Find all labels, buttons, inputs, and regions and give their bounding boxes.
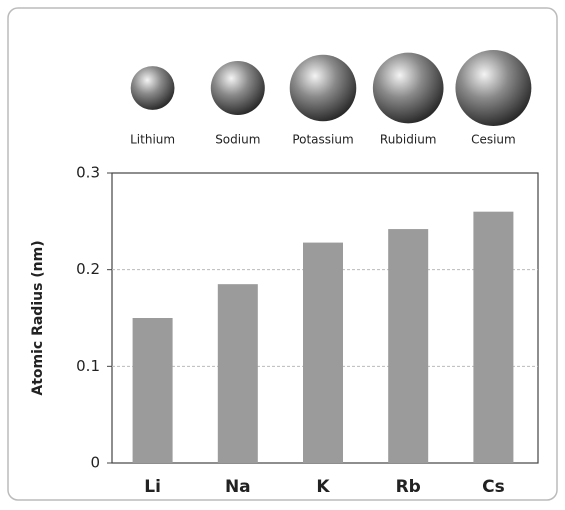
bar bbox=[473, 212, 513, 463]
x-tick-label: K bbox=[316, 477, 330, 497]
x-tick-label: Na bbox=[225, 477, 251, 497]
element-name: Rubidium bbox=[380, 133, 437, 147]
x-tick-label: Rb bbox=[396, 477, 421, 497]
element-name: Cesium bbox=[471, 133, 516, 147]
atom-sphere bbox=[290, 55, 357, 122]
element-name: Lithium bbox=[130, 133, 175, 147]
bar bbox=[303, 243, 343, 463]
y-tick-label: 0.1 bbox=[76, 357, 100, 375]
bar bbox=[388, 229, 428, 463]
element-name: Potassium bbox=[292, 133, 353, 147]
atom-sphere bbox=[211, 61, 265, 115]
chart: Atomic Radius (nm) 0 0.1 0.2 0.3 Li Lithium Na… bbox=[0, 0, 565, 510]
x-tick-label: Cs bbox=[482, 477, 505, 497]
y-tick-label: 0.3 bbox=[76, 164, 100, 182]
atom-sphere bbox=[373, 53, 444, 124]
atom-sphere bbox=[455, 50, 531, 126]
bar bbox=[133, 318, 173, 463]
element-name: Sodium bbox=[215, 133, 260, 147]
y-tick-label: 0 bbox=[90, 454, 100, 472]
bar bbox=[218, 284, 258, 463]
y-tick-label: 0.2 bbox=[76, 260, 100, 278]
atom-sphere bbox=[131, 66, 175, 110]
y-axis-label: Atomic Radius (nm) bbox=[30, 240, 46, 395]
x-tick-label: Li bbox=[144, 477, 161, 497]
